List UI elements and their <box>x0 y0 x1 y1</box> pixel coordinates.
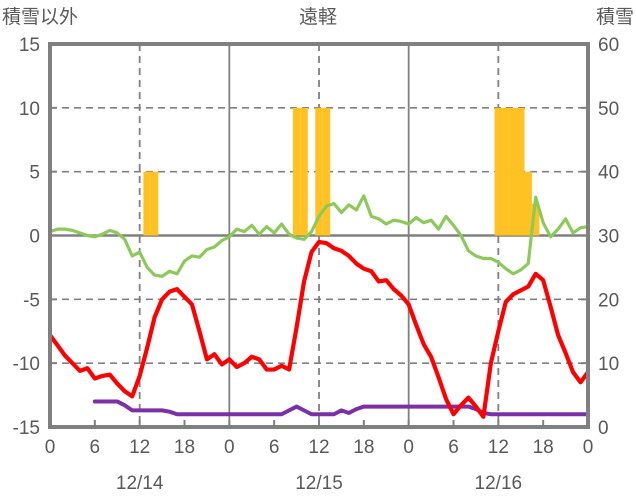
x-axis-tick-label: 0 <box>583 437 594 458</box>
x-axis-tick-label: 6 <box>448 437 459 458</box>
y-axis-tick-label-left: 10 <box>19 99 40 120</box>
y-axis-tick-label-right: 30 <box>598 227 619 248</box>
x-axis-day-label: 12/14 <box>116 473 164 494</box>
data-line <box>48 194 590 278</box>
y-axis-tick-label-left: 0 <box>29 227 40 248</box>
x-axis-tick-label: 0 <box>45 437 56 458</box>
left-axis-title: 積雪以外 <box>2 7 79 28</box>
x-axis-tick-label: 12 <box>488 437 509 458</box>
snow-bar <box>524 171 532 236</box>
x-axis-day-label: 12/16 <box>475 473 523 494</box>
snow-bar <box>517 107 525 236</box>
y-axis-tick-label-left: -5 <box>23 290 40 311</box>
snow-bar <box>494 107 503 236</box>
y-axis-tick-label-left: 5 <box>29 163 40 184</box>
snow-bar <box>300 107 308 236</box>
x-axis-tick-label: 6 <box>90 437 101 458</box>
y-axis-tick-label-right: 20 <box>598 290 619 311</box>
x-axis-tick-label: 0 <box>403 437 414 458</box>
page-title: 遠軽 <box>298 7 337 28</box>
x-axis-tick-label: 18 <box>353 437 374 458</box>
y-axis-tick-label-left: -10 <box>13 354 40 375</box>
y-axis-tick-label-right: 0 <box>598 418 609 439</box>
snow-bar <box>509 107 518 236</box>
x-axis-tick-label: 12 <box>129 437 150 458</box>
right-axis-title: 積雪 <box>595 7 634 28</box>
x-axis-tick-label: 18 <box>174 437 195 458</box>
y-axis-tick-label-right: 50 <box>598 99 619 120</box>
snow-bar <box>315 107 323 236</box>
data-line <box>47 239 591 419</box>
y-axis-tick-label-right: 10 <box>598 354 619 375</box>
snow-bar <box>292 107 301 236</box>
x-axis-tick-label: 18 <box>533 437 554 458</box>
data-line <box>92 399 590 417</box>
x-axis-tick-label: 0 <box>224 437 235 458</box>
y-axis-tick-label-right: 40 <box>598 163 619 184</box>
y-axis-tick-label-left: -15 <box>13 418 40 439</box>
snow-bar <box>531 203 540 236</box>
y-axis-tick-label-left: 15 <box>19 35 40 56</box>
snow-bar <box>143 171 151 236</box>
x-axis-day-label: 12/15 <box>295 473 343 494</box>
y-axis-tick-label-right: 60 <box>598 35 619 56</box>
snow-bar <box>322 107 331 236</box>
snow-bar <box>502 107 510 236</box>
x-axis-tick-label: 6 <box>269 437 280 458</box>
snow-bar <box>150 171 159 236</box>
x-axis-tick-label: 12 <box>308 437 329 458</box>
